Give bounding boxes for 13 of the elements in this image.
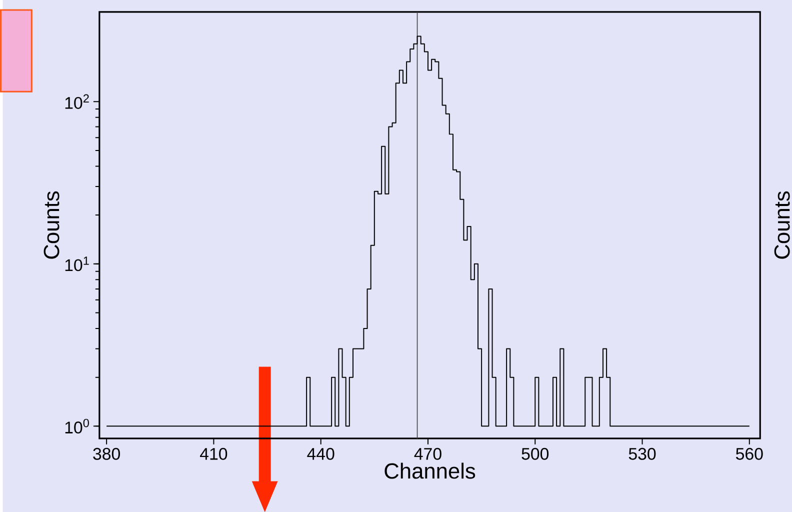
x-tick-label: 470 <box>414 448 442 460</box>
y-tick-label: 10$^{2}$ <box>65 94 89 109</box>
x-tick-label: 380 <box>93 448 120 460</box>
x-tick-label: 440 <box>307 448 334 460</box>
x-tick-label: 500 <box>522 448 549 460</box>
y-tick-label: 10$^{0}$ <box>65 418 89 434</box>
x-tick-label: 530 <box>628 448 656 460</box>
x-tick-label: 410 <box>200 448 228 460</box>
x-tick-label: 560 <box>736 448 763 460</box>
y-axis-title: Counts <box>44 191 60 259</box>
y2-axis-title: Counts <box>774 191 790 259</box>
y-tick-label: 10$^{1}$ <box>65 256 89 272</box>
x-axis-title: Channels <box>384 462 476 479</box>
